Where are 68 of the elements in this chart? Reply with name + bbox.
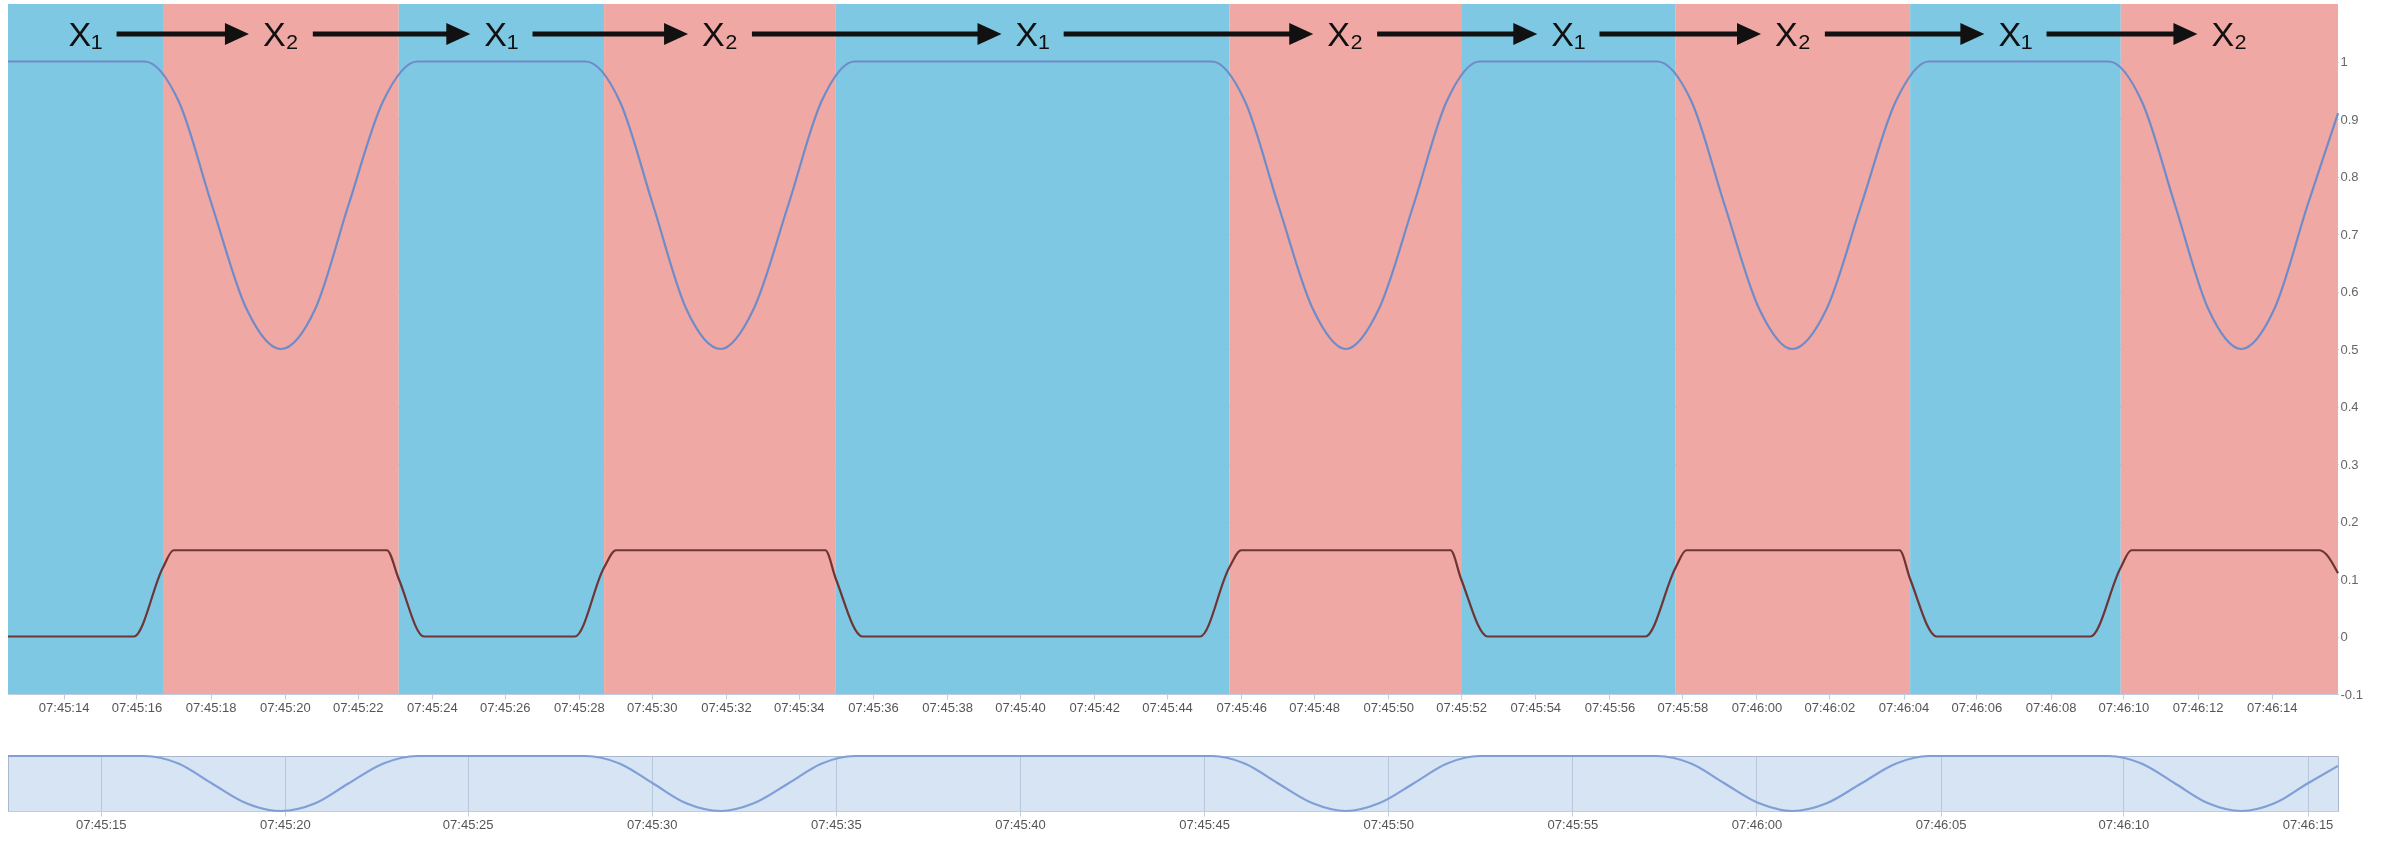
band-label: X₂	[1327, 15, 1364, 53]
x-tick-label: 07:45:20	[260, 816, 311, 832]
x-tick-label: 07:45:58	[1657, 699, 1709, 715]
band-label: X₁	[484, 15, 519, 53]
band-label: X₂	[1774, 15, 1811, 53]
x-tick-label: 07:45:34	[773, 699, 825, 715]
y-tick-label: 0.8	[2340, 169, 2359, 184]
x-tick-label: 07:45:48	[1289, 699, 1340, 715]
x-tick-label: 07:46:04	[1878, 699, 1930, 715]
x-tick-label: 07:46:10	[2098, 816, 2150, 832]
x-tick-label: 07:45:28	[554, 699, 605, 715]
x-tick-label: 07:45:44	[1142, 699, 1193, 715]
band-label: X₂	[262, 15, 299, 53]
y-tick-label: -0.1	[2340, 686, 2363, 702]
x-tick-label: 07:45:16	[111, 699, 163, 715]
y-tick-label: 0.7	[2340, 226, 2359, 242]
x-tick-label: 07:45:30	[626, 816, 678, 832]
x-tick-label: 07:45:54	[1510, 699, 1562, 715]
y-tick-label: 1	[2340, 54, 2348, 69]
x-tick-label: 07:45:50	[1363, 699, 1415, 715]
x-tick-label: 07:45:45	[1179, 816, 1230, 832]
x-tick-label: 07:45:15	[75, 816, 127, 832]
x-tick-label: 07:45:30	[626, 699, 678, 715]
x-tick-label: 07:46:02	[1804, 699, 1856, 715]
band-label: X₁	[1551, 15, 1586, 53]
x-tick-label: 07:45:18	[185, 699, 237, 715]
band-label: X₁	[1015, 15, 1050, 53]
x-tick-label: 07:46:10	[2098, 699, 2150, 715]
x-tick-label: 07:46:05	[1915, 816, 1967, 832]
x-tick-label: 07:45:36	[848, 699, 899, 715]
x-tick-label: 07:45:42	[1069, 699, 1120, 715]
y-tick-label: 0.1	[2340, 571, 2359, 587]
x-tick-label: 07:45:20	[260, 699, 311, 715]
x-tick-label: 07:45:32	[701, 699, 752, 715]
x-tick-label: 07:46:12	[2172, 699, 2224, 715]
y-tick-label: 0.3	[2340, 456, 2359, 472]
line-series	[6, 549, 2340, 638]
x-tick-label: 07:45:40	[995, 699, 1046, 715]
x-tick-label: 07:46:06	[1951, 699, 2003, 715]
x-tick-label: 07:46:14	[2246, 699, 2298, 715]
x-tick-label: 07:45:38	[922, 699, 973, 715]
x-tick-label: 07:46:00	[1731, 699, 1783, 715]
x-tick-label: 07:45:22	[332, 699, 384, 715]
x-tick-label: 07:45:14	[38, 699, 90, 715]
band-label: X₁	[68, 15, 103, 53]
x-tick-label: 07:45:25	[442, 816, 494, 832]
band-label: X₁	[1998, 15, 2033, 53]
x-tick-label: 07:45:35	[811, 816, 862, 832]
y-tick-label: 0.4	[2340, 399, 2359, 414]
line-series	[6, 60, 2340, 351]
band-label: X₂	[702, 15, 738, 53]
x-tick-label: 07:46:15	[2282, 816, 2334, 832]
x-tick-label: 07:46:00	[1731, 816, 1783, 832]
x-tick-label: 07:45:52	[1436, 699, 1487, 715]
x-tick-label: 07:45:24	[407, 699, 458, 715]
y-tick-label: 0.6	[2340, 284, 2359, 299]
x-tick-label: 07:45:46	[1216, 699, 1268, 715]
x-tick-label: 07:45:40	[995, 816, 1046, 832]
y-tick-label: 0.5	[2340, 341, 2359, 357]
y-tick-label: 0	[2340, 629, 2348, 644]
x-tick-label: 07:45:55	[1547, 816, 1599, 832]
band-label: X₂	[2211, 15, 2248, 53]
x-tick-label: 07:45:26	[479, 699, 531, 715]
y-tick-label: 0.9	[2340, 111, 2359, 127]
y-tick-label: 0.2	[2340, 514, 2359, 529]
x-tick-label: 07:45:56	[1584, 699, 1636, 715]
x-tick-label: 07:46:08	[2025, 699, 2077, 715]
x-tick-label: 07:45:50	[1363, 816, 1415, 832]
